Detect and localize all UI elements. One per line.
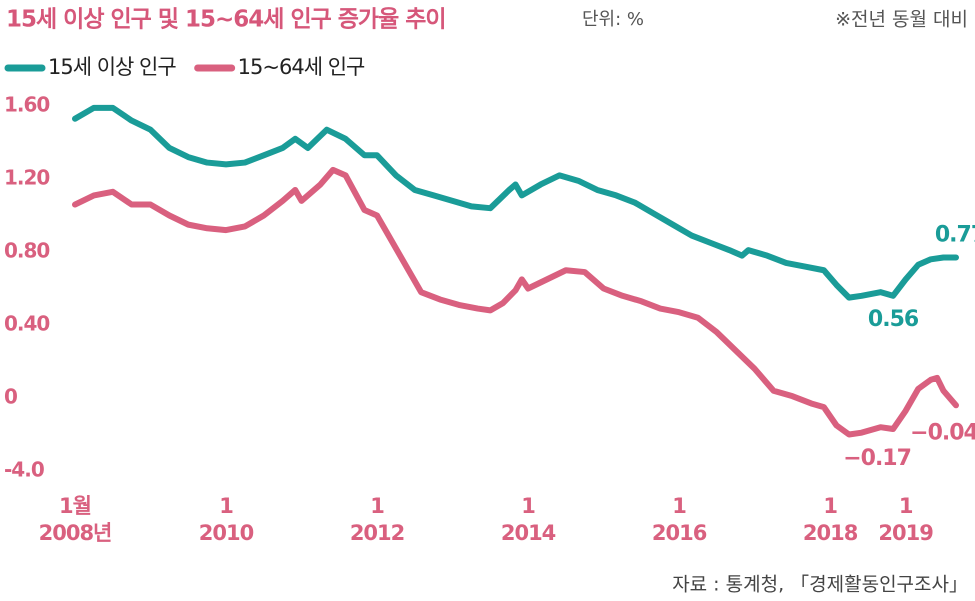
chart-title: 15세 이상 인구 및 15~64세 인구 증가율 추이	[6, 7, 446, 33]
x-tick-label: 1월 2008년	[38, 494, 113, 545]
legend-label: 15세 이상 인구	[48, 55, 176, 79]
chart-subtitle: 단위: %	[582, 9, 644, 30]
y-tick-label: 1.20	[4, 166, 49, 190]
series-line	[72, 104, 959, 301]
data-label: 0.77	[935, 222, 975, 247]
note: ※전년 동월 대비	[835, 9, 968, 31]
x-tick-label: 1 2012	[349, 494, 405, 545]
series-line	[72, 166, 959, 438]
source: 자료 : 통계청, 「경제활동인구조사」	[672, 574, 968, 596]
x-tick-label: 1 2018	[802, 494, 858, 545]
data-label: 0.56	[868, 307, 919, 332]
x-tick-label: 1 2016	[651, 494, 707, 545]
y-tick-label: -4.0	[4, 458, 44, 482]
y-tick-label: 1.60	[4, 93, 49, 117]
y-tick-label: 0.80	[4, 239, 49, 263]
y-tick-label: 0.40	[4, 312, 49, 336]
x-tick-label: 1 2014	[500, 494, 556, 545]
x-tick-label: 1 2010	[198, 494, 254, 545]
x-tick-label: 1 2019	[878, 494, 933, 545]
y-tick-label: 0	[4, 385, 17, 409]
data-label: −0.17	[843, 446, 911, 471]
data-label: −0.04	[910, 420, 975, 445]
legend-label: 15~64세 인구	[238, 55, 365, 79]
